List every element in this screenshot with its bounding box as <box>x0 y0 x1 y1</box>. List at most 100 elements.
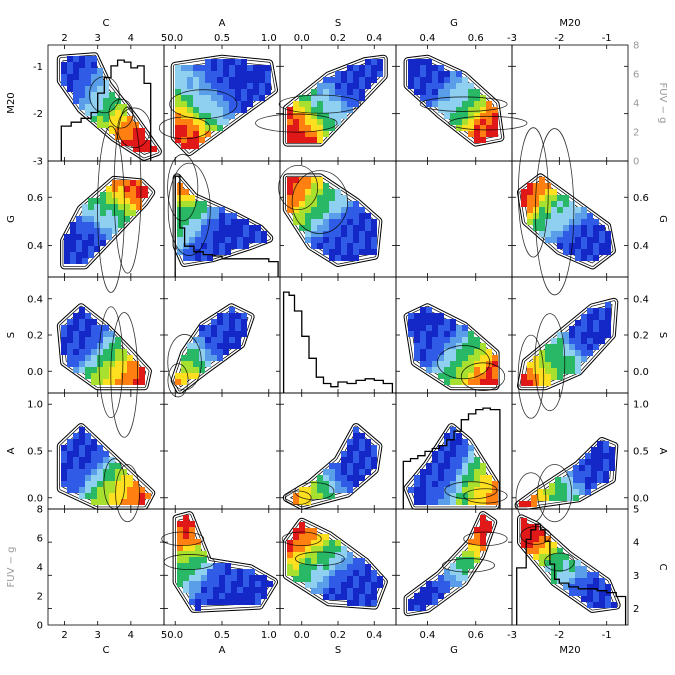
density-cell <box>408 65 414 71</box>
density-cell <box>347 469 353 475</box>
density-cell <box>456 499 462 505</box>
density-cell <box>305 540 311 546</box>
density-cell <box>235 77 241 83</box>
panel-a-vs-m20 <box>514 437 619 524</box>
density-cell <box>597 441 603 447</box>
density-cell <box>225 225 231 231</box>
density-cell <box>181 367 187 373</box>
density-cell <box>474 551 480 557</box>
density-cell <box>450 463 456 469</box>
density-cell <box>593 590 599 596</box>
density-cell <box>193 125 199 131</box>
density-cell <box>468 499 474 505</box>
right-tick-label: 6 <box>633 70 639 81</box>
density-cell <box>189 207 195 213</box>
density-cell <box>414 605 420 611</box>
density-cell <box>82 204 88 210</box>
density-cell <box>223 119 229 125</box>
density-cell <box>371 457 377 463</box>
density-cell <box>299 576 305 582</box>
density-cell <box>605 320 611 326</box>
density-cell <box>311 89 317 95</box>
density-cell <box>205 101 211 107</box>
density-cell <box>183 563 189 569</box>
density-cell <box>569 249 575 255</box>
density-cell <box>462 107 468 113</box>
panel-g-vs-s <box>278 164 383 267</box>
density-cell <box>183 201 189 207</box>
density-cell <box>115 487 121 493</box>
density-cell <box>551 554 557 560</box>
density-cell <box>133 481 139 487</box>
density-cell <box>205 343 211 349</box>
density-cell <box>91 80 97 86</box>
density-cell <box>255 593 261 599</box>
density-cell <box>61 74 67 80</box>
density-cell <box>426 361 432 367</box>
density-cell <box>432 587 438 593</box>
density-cell <box>177 533 183 539</box>
density-cell <box>201 557 207 563</box>
density-cell <box>347 445 353 451</box>
density-cell <box>121 499 127 505</box>
density-cell <box>426 475 432 481</box>
left-tick-label: 0.0 <box>27 367 43 378</box>
density-cell <box>219 213 225 219</box>
density-cell <box>223 113 229 119</box>
density-cell <box>88 222 94 228</box>
density-cell <box>408 59 414 65</box>
density-cell <box>365 219 371 225</box>
density-cell <box>335 594 341 600</box>
density-cell <box>335 83 341 89</box>
density-cell <box>311 225 317 231</box>
density-cell <box>341 570 347 576</box>
density-cell <box>444 373 450 379</box>
right-axis-label: C <box>657 564 668 571</box>
density-cell <box>563 356 569 362</box>
panel-m20-vs-g <box>403 54 528 147</box>
density-cell <box>359 570 365 576</box>
density-cell <box>335 119 341 125</box>
density-cell <box>199 119 205 125</box>
density-cell <box>97 475 103 481</box>
density-cell <box>187 125 193 131</box>
density-contour <box>444 481 498 500</box>
density-cell <box>195 219 201 225</box>
density-cell <box>118 186 124 192</box>
density-cell <box>85 74 91 80</box>
density-cell <box>438 83 444 89</box>
density-cell <box>335 588 341 594</box>
density-cell <box>468 481 474 487</box>
density-cell <box>183 195 189 201</box>
density-cell <box>575 566 581 572</box>
density-cell <box>551 578 557 584</box>
density-cell <box>474 557 480 563</box>
density-cell <box>575 590 581 596</box>
density-cell <box>420 605 426 611</box>
density-cell <box>462 457 468 463</box>
density-cell <box>299 113 305 119</box>
density-cell <box>145 146 151 152</box>
density-cell <box>61 331 67 337</box>
density-cell <box>450 445 456 451</box>
density-cell <box>420 355 426 361</box>
density-cell <box>519 501 525 507</box>
density-cell <box>235 101 241 107</box>
density-cell <box>438 65 444 71</box>
density-cell <box>91 481 97 487</box>
density-cell <box>76 216 82 222</box>
density-cell <box>311 177 317 183</box>
density-cell <box>311 570 317 576</box>
density-cell <box>189 521 195 527</box>
density-cell <box>563 207 569 213</box>
density-cell <box>249 237 255 243</box>
density-cell <box>199 101 205 107</box>
density-cell <box>605 302 611 308</box>
density-cell <box>539 380 545 386</box>
density-cell <box>581 344 587 350</box>
density-cell <box>335 552 341 558</box>
density-cell <box>609 465 615 471</box>
density-cell <box>115 349 121 355</box>
density-cell <box>88 246 94 252</box>
density-cell <box>593 326 599 332</box>
